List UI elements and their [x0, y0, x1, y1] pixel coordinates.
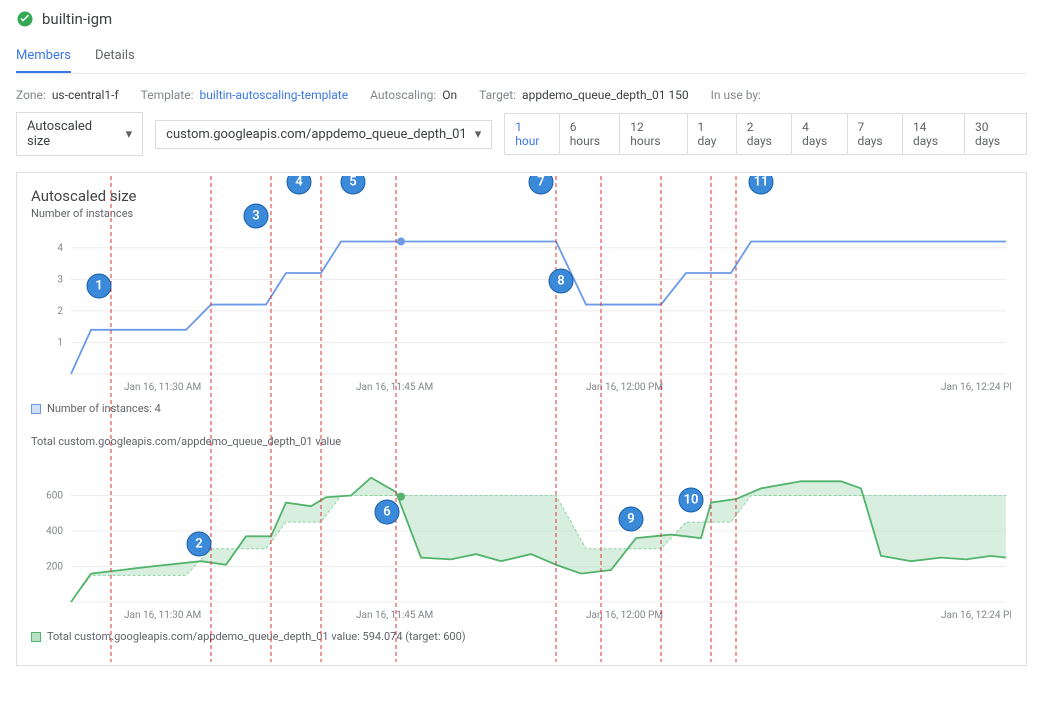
chevron-down-icon: ▾	[475, 127, 482, 142]
svg-text:Jan 16, 12:24 PM: Jan 16, 12:24 PM	[941, 382, 1011, 393]
legend-swatch-green	[31, 632, 41, 642]
svg-text:4: 4	[57, 243, 63, 254]
svg-text:Jan 16, 12:00 PM: Jan 16, 12:00 PM	[586, 610, 663, 621]
svg-text:Jan 16, 11:45 AM: Jan 16, 11:45 AM	[356, 382, 433, 393]
time-range-1-hour[interactable]: 1 hour	[504, 113, 559, 155]
chart-card: Autoscaled size Number of instances 1 2 3 4…	[16, 172, 1027, 666]
svg-text:600: 600	[46, 491, 63, 502]
svg-text:2: 2	[57, 306, 63, 317]
time-range-2-days[interactable]: 2 days	[736, 113, 792, 155]
time-range-6-hours[interactable]: 6 hours	[559, 113, 621, 155]
meta-row: Zone: us-central1-f Template: builtin-au…	[16, 82, 1027, 112]
autoscaling-value: On	[442, 88, 457, 102]
autoscaling-label: Autoscaling:	[370, 88, 436, 102]
dropdown-metric-label: custom.googleapis.com/appdemo_queue_dept…	[166, 127, 467, 142]
page-title: builtin-igm	[42, 10, 112, 28]
svg-text:1: 1	[57, 337, 63, 348]
target-label: Target:	[479, 88, 516, 102]
svg-text:Jan 16, 11:30 AM: Jan 16, 11:30 AM	[124, 610, 201, 621]
target-value: appdemo_queue_depth_01 150	[522, 88, 689, 102]
template-label: Template:	[141, 88, 194, 102]
zone-value: us-central1-f	[52, 88, 119, 102]
template-link[interactable]: builtin-autoscaling-template	[200, 88, 349, 102]
chart-title: Autoscaled size	[31, 187, 1012, 205]
chart-bottom: 200 400 600 Jan 16, 11:30 AM Jan 16, 11:45 A…	[31, 454, 1012, 626]
svg-text:400: 400	[46, 526, 63, 537]
chart-subtitle-top: Number of instances	[31, 207, 1012, 220]
svg-text:200: 200	[46, 562, 63, 573]
chart-top: 1 2 3 4 Jan 16, 11:30 AM Jan 16, 11:45 AM Jan …	[31, 226, 1012, 398]
legend-swatch-blue	[31, 404, 41, 414]
legend-bottom: Total custom.googleapis.com/appdemo_queu…	[31, 626, 1012, 655]
legend-bottom-text: Total custom.googleapis.com/appdemo_queu…	[47, 630, 466, 643]
legend-top-text: Number of instances: 4	[47, 402, 161, 415]
time-range-7-days[interactable]: 7 days	[847, 113, 903, 155]
status-check-icon	[16, 10, 34, 28]
chart-subtitle-bottom: Total custom.googleapis.com/appdemo_queu…	[31, 435, 1012, 448]
svg-text:Jan 16, 11:30 AM: Jan 16, 11:30 AM	[124, 382, 201, 393]
time-range-12-hours[interactable]: 12 hours	[619, 113, 687, 155]
time-range-1-day[interactable]: 1 day	[687, 113, 737, 155]
in-use-label: In use by:	[711, 88, 761, 102]
tab-members[interactable]: Members	[16, 40, 71, 73]
svg-text:Jan 16, 12:00 PM: Jan 16, 12:00 PM	[586, 382, 663, 393]
time-range-4-days[interactable]: 4 days	[791, 113, 847, 155]
time-range-group: 1 hour6 hours12 hours1 day2 days4 days7 …	[504, 113, 1027, 155]
tabs: Members Details	[16, 40, 1027, 74]
time-range-30-days[interactable]: 30 days	[964, 113, 1027, 155]
dropdown-autoscaled-size-label: Autoscaled size	[27, 119, 118, 149]
dropdown-metric[interactable]: custom.googleapis.com/appdemo_queue_dept…	[155, 120, 492, 149]
legend-top: Number of instances: 4	[31, 398, 1012, 427]
tab-details[interactable]: Details	[95, 40, 135, 73]
dropdown-autoscaled-size[interactable]: Autoscaled size ▾	[16, 112, 143, 156]
zone-label: Zone:	[16, 88, 46, 102]
svg-text:Jan 16, 12:24 PM: Jan 16, 12:24 PM	[941, 610, 1011, 621]
time-range-14-days[interactable]: 14 days	[902, 113, 965, 155]
svg-text:Jan 16, 11:45 AM: Jan 16, 11:45 AM	[356, 610, 433, 621]
chevron-down-icon: ▾	[126, 127, 133, 142]
svg-text:3: 3	[57, 274, 63, 285]
